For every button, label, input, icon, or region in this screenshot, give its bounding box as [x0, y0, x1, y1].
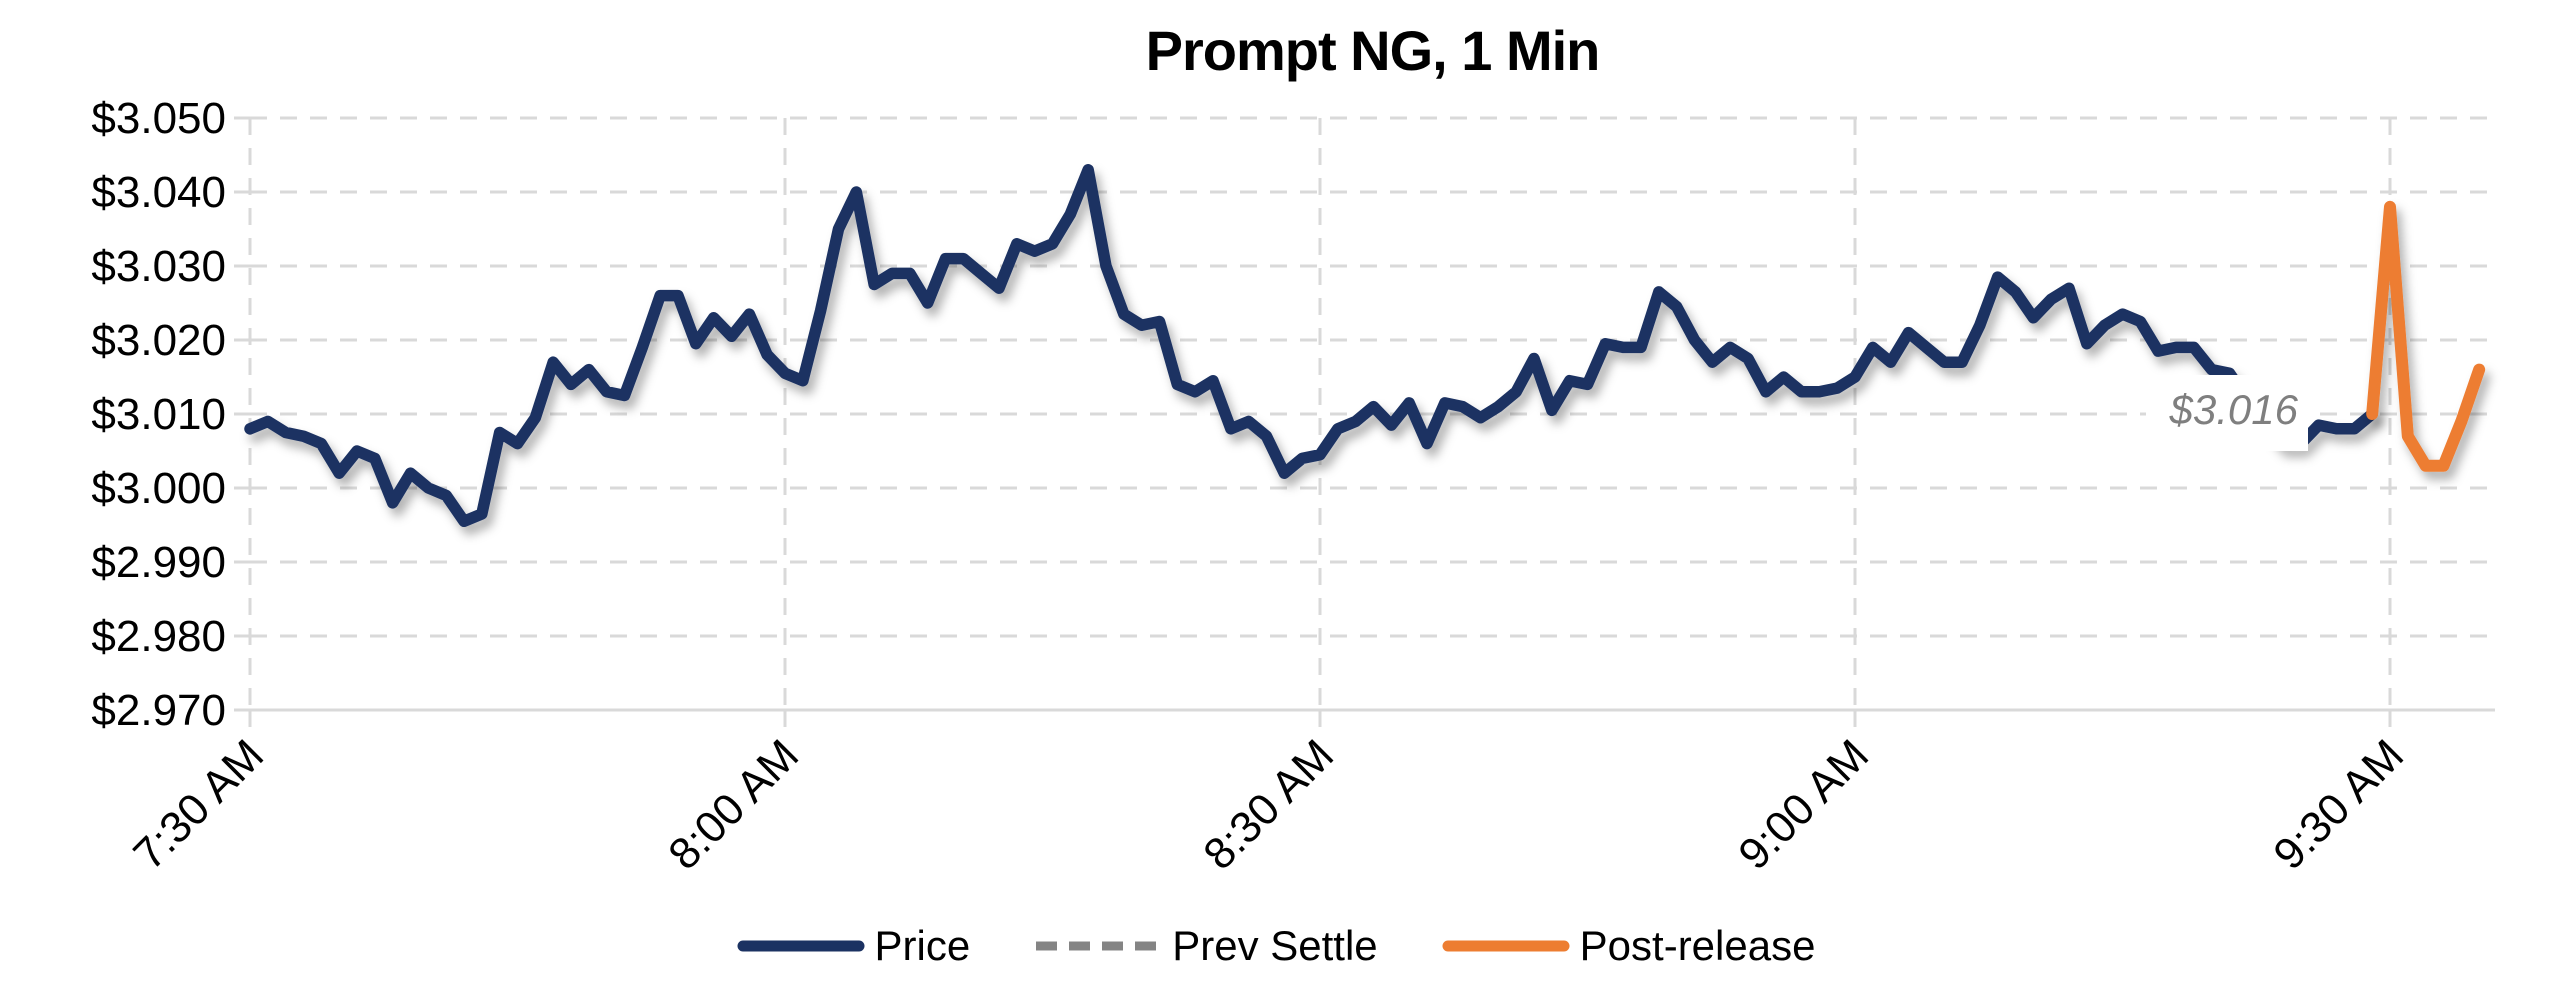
x-tick-label: 7:30 AM [124, 730, 273, 879]
prev-settle-line-swatch [1036, 941, 1161, 951]
legend-item-price: Price [737, 922, 971, 970]
x-tick-label: 8:00 AM [659, 730, 808, 879]
y-tick-label: $3.010 [91, 390, 226, 439]
x-tick-label: 8:30 AM [1194, 730, 1343, 879]
legend-label-price: Price [874, 922, 971, 969]
x-tick-label: 9:00 AM [1729, 730, 1878, 879]
y-tick-label: $2.980 [91, 612, 226, 661]
post-release-line [2366, 200, 2486, 472]
y-tick-label: $3.040 [91, 168, 226, 217]
price-line-swatch [737, 940, 865, 952]
x-tick-label: 9:30 AM [2264, 730, 2413, 879]
chart-title: Prompt NG, 1 Min [1145, 19, 1601, 82]
y-tick-label: $2.970 [91, 686, 226, 735]
y-tick-label: $2.990 [91, 538, 226, 587]
legend-label-post-release: Post-release [1579, 922, 1816, 969]
legend-item-post-release: Post-release [1442, 922, 1816, 970]
legend-label-prev-settle: Prev Settle [1172, 922, 1378, 969]
legend: Price Prev Settle Post-release [0, 918, 2552, 974]
settle-annotation: $3.016 [2169, 386, 2299, 433]
y-tick-label: $3.030 [91, 242, 226, 291]
legend-item-prev-settle: Prev Settle [1034, 922, 1378, 970]
y-tick-label: $3.020 [91, 316, 226, 365]
post-release-line-swatch [1442, 940, 1570, 952]
y-tick-label: $3.050 [91, 94, 226, 143]
annotation-mask [2146, 375, 2308, 451]
price-line [244, 164, 2378, 528]
y-tick-label: $3.000 [91, 464, 226, 513]
